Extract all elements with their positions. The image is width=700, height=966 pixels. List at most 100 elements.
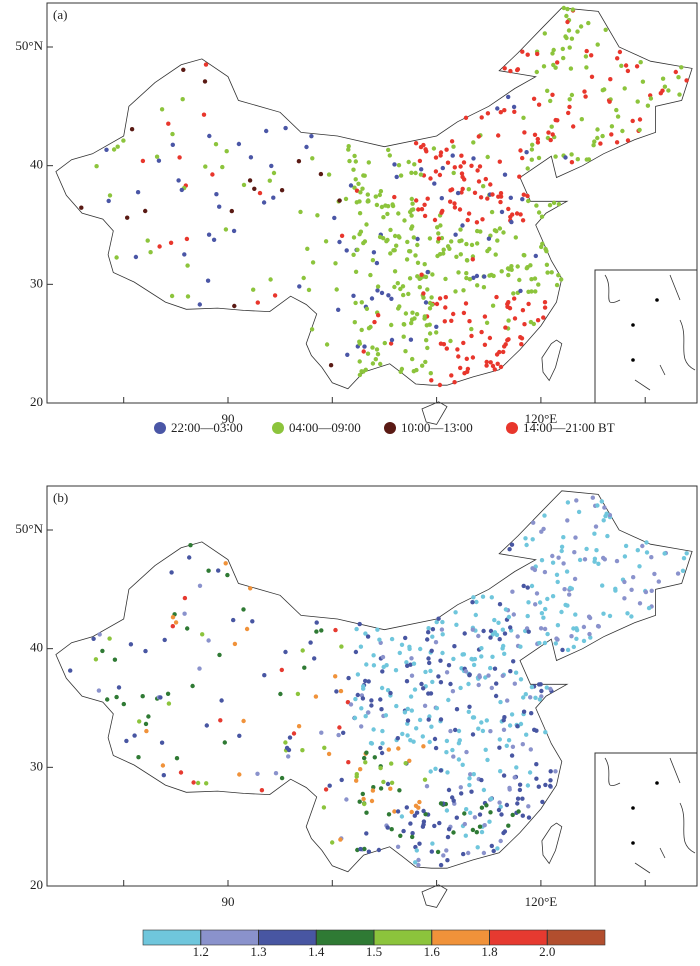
station-dot <box>524 266 529 271</box>
station-dot <box>129 127 135 132</box>
station-dot <box>379 685 385 691</box>
station-dot <box>599 499 604 504</box>
station-dot <box>436 231 441 236</box>
station-dot <box>470 627 475 632</box>
station-dot <box>375 284 381 289</box>
station-dot <box>506 272 511 278</box>
station-dot <box>405 718 411 723</box>
station-dot <box>414 312 420 317</box>
station-dot <box>602 557 607 562</box>
station-dot <box>354 772 359 777</box>
station-dot <box>512 296 517 301</box>
station-dot <box>537 640 542 646</box>
colorbar-label: 1.6 <box>424 944 441 959</box>
legend-label: 04∶00—09∶00 <box>289 420 361 435</box>
station-dot <box>498 110 503 115</box>
station-dot <box>353 649 359 655</box>
station-dot <box>145 238 150 243</box>
station-dot <box>525 166 530 171</box>
station-dot <box>421 808 426 814</box>
station-dot <box>492 367 497 372</box>
station-dot <box>488 810 493 815</box>
station-dot <box>646 605 652 611</box>
colorbar-label: 1.2 <box>193 944 209 959</box>
station-dot <box>526 815 532 820</box>
station-dot <box>423 812 428 817</box>
station-dot <box>528 263 533 268</box>
station-dot <box>302 665 307 670</box>
station-dot <box>195 780 201 786</box>
station-dot <box>444 848 449 853</box>
station-dot <box>534 762 539 767</box>
colorbar-box <box>546 929 606 946</box>
station-dot <box>637 117 643 122</box>
station-dot <box>453 610 458 615</box>
station-dot <box>359 300 364 305</box>
station-dot <box>133 254 139 260</box>
station-dot <box>548 778 553 783</box>
station-dot <box>484 320 490 325</box>
station-dot <box>482 274 487 279</box>
legend-marker <box>272 422 284 434</box>
legend-marker <box>384 422 396 434</box>
station-dot <box>425 637 430 642</box>
station-dot <box>140 694 145 699</box>
station-dot <box>427 660 432 666</box>
station-dot <box>409 708 414 713</box>
station-dot <box>348 702 354 707</box>
station-dot <box>586 614 592 619</box>
station-dot <box>592 139 597 144</box>
colorbar-box <box>142 929 202 946</box>
station-dot <box>425 345 430 351</box>
station-dot <box>408 662 413 667</box>
station-dot <box>326 172 332 177</box>
station-dot <box>485 757 490 763</box>
station-dot <box>369 296 375 301</box>
station-dot <box>554 282 560 288</box>
station-dot <box>543 606 548 612</box>
station-dot <box>450 153 455 158</box>
station-dot <box>451 798 456 803</box>
station-dot <box>476 726 481 731</box>
station-dot <box>553 154 558 159</box>
station-dot <box>170 131 175 137</box>
station-dot <box>440 650 445 656</box>
station-dot <box>483 675 488 680</box>
station-dot <box>364 831 369 836</box>
station-dot <box>467 277 473 282</box>
station-dot <box>420 734 425 739</box>
station-dot <box>548 98 553 104</box>
station-dot <box>559 609 564 615</box>
station-dot <box>357 211 363 216</box>
station-dot <box>582 557 588 562</box>
station-dot <box>328 363 334 368</box>
station-dot <box>662 551 667 556</box>
station-dot <box>385 688 391 693</box>
station-dot <box>466 187 471 192</box>
station-dot <box>429 378 434 383</box>
station-dot <box>464 241 469 247</box>
station-dot <box>577 557 583 563</box>
station-dot <box>476 179 482 184</box>
station-dot <box>565 19 570 25</box>
station-dot <box>493 252 498 257</box>
station-dot <box>485 248 490 254</box>
station-dot <box>353 177 358 182</box>
station-dot <box>319 628 324 633</box>
station-dot <box>156 158 162 163</box>
station-dot <box>485 196 490 201</box>
station-dot <box>584 546 589 552</box>
station-dot <box>181 67 186 73</box>
station-dot <box>517 174 522 179</box>
station-dot <box>408 738 413 743</box>
station-dot <box>427 236 433 241</box>
station-dot <box>405 706 410 712</box>
station-dot <box>556 273 561 278</box>
station-dot <box>359 724 364 729</box>
station-dot <box>388 690 393 696</box>
station-dot <box>204 723 209 728</box>
station-dot <box>369 798 375 804</box>
station-dot <box>394 243 399 248</box>
station-dot <box>512 681 517 686</box>
station-dot <box>524 626 530 631</box>
